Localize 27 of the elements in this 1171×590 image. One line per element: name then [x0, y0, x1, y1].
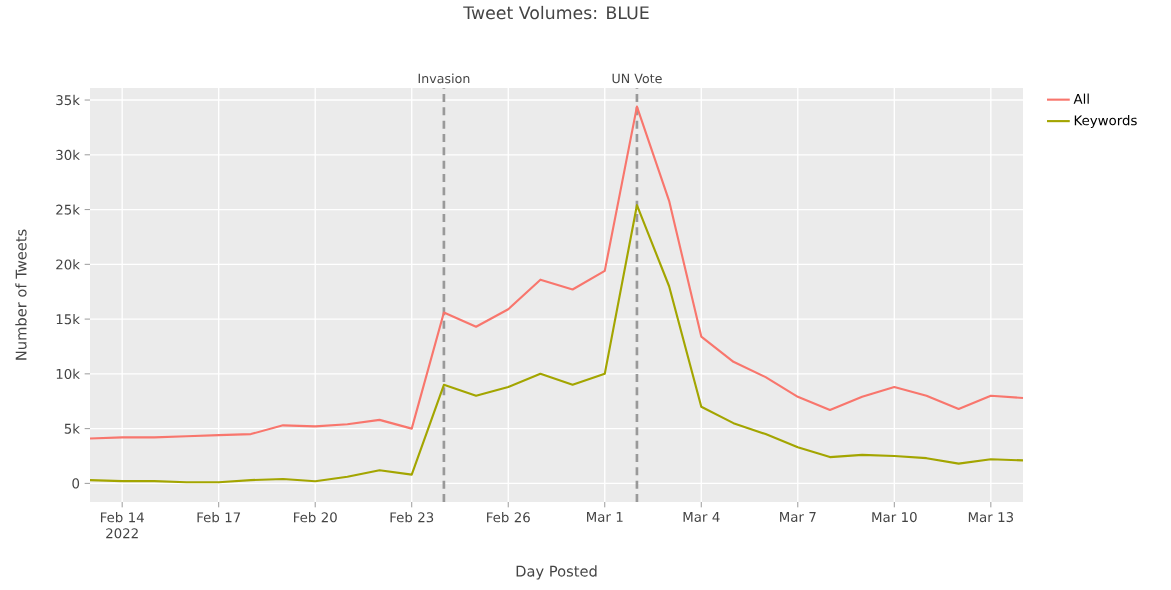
x-tick-label: Mar 10 [872, 512, 917, 523]
y-tick-label: 20k [56, 259, 80, 270]
x-tick-label: Mar 1 [587, 512, 623, 522]
x-tick-label: Mar 4 [683, 512, 720, 522]
x-tick-label: Feb 20 [294, 512, 337, 523]
x-tick-label: Feb 17 [197, 512, 241, 523]
x-tick-label: Feb 23 [390, 512, 434, 523]
x-tick-label: Mar 13 [968, 512, 1014, 523]
ref-line-label: Invasion [418, 73, 470, 84]
line-series [88, 105, 1025, 440]
y-tick-label: 15k [56, 313, 80, 325]
legend-label: All [1073, 93, 1089, 104]
y-tick-label: 35k [56, 94, 80, 106]
x-axis-title: Day Posted [516, 565, 597, 580]
y-tick-label: 0 [72, 478, 80, 489]
y-tick-label: 30k [56, 149, 80, 160]
line-series [88, 204, 1025, 484]
y-tick-label: 10k [56, 368, 80, 380]
x-tick-label: Feb 26 [487, 512, 530, 523]
x-tick-label: Feb 14 2022 [100, 512, 144, 539]
x-tick-label: Mar 7 [780, 512, 816, 522]
y-tick-label: 5k [64, 423, 80, 434]
ref-line-label: UN Vote [612, 73, 662, 84]
y-tick-label: 25k [56, 204, 80, 215]
legend-label: Keywords [1074, 115, 1137, 128]
chart-title: Tweet Volumes: BLUE [463, 5, 649, 20]
y-axis-title: Number of Tweets [15, 229, 27, 360]
